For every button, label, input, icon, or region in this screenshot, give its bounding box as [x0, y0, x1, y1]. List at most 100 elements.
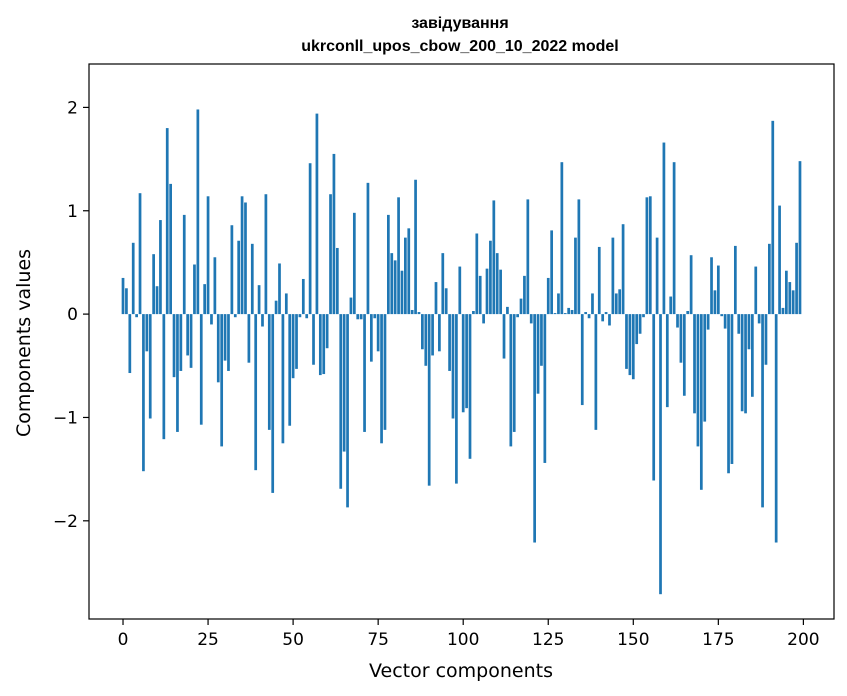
bar: [261, 314, 264, 327]
bar: [210, 314, 213, 325]
bar: [186, 314, 190, 356]
bar: [421, 314, 424, 350]
bar: [291, 314, 295, 379]
bar: [397, 197, 400, 315]
bar: [489, 240, 492, 315]
bar: [441, 253, 445, 315]
bar: [740, 314, 744, 412]
bar: [553, 313, 557, 315]
bar: [723, 314, 727, 329]
bar: [567, 307, 571, 315]
y-tick-label: 2: [67, 98, 78, 118]
x-axis-ticks: 0 25 50 75 100 125 150 175 200: [118, 619, 820, 650]
bar: [135, 314, 138, 318]
x-tick-label: 50: [282, 630, 304, 650]
bar: [455, 314, 458, 484]
x-tick-label: 125: [532, 630, 564, 650]
bar: [438, 314, 441, 352]
bar: [706, 314, 710, 330]
bar: [720, 314, 724, 317]
bar: [468, 314, 472, 459]
bar: [169, 183, 172, 315]
bar: [152, 254, 155, 315]
bar: [526, 199, 530, 315]
bar: [703, 314, 707, 422]
bar: [427, 314, 431, 486]
bar: [652, 314, 656, 481]
bar: [271, 314, 275, 493]
bar: [240, 196, 244, 315]
bar: [730, 314, 734, 464]
bar: [295, 314, 298, 369]
bar: [625, 314, 628, 369]
bar: [189, 314, 193, 368]
bar: [213, 257, 217, 315]
bar: [601, 314, 605, 322]
bar: [138, 193, 142, 315]
x-axis-label: Vector components: [369, 660, 553, 682]
bar: [461, 314, 465, 413]
bar: [591, 293, 594, 315]
bar: [482, 314, 485, 324]
bar: [305, 314, 309, 319]
bar: [223, 314, 227, 361]
bar: [278, 263, 281, 315]
bar: [727, 314, 730, 474]
bar: [125, 288, 128, 315]
bar: [346, 314, 349, 508]
bar: [431, 314, 434, 356]
bar: [145, 314, 149, 352]
bar: [499, 269, 502, 315]
bar: [795, 242, 798, 315]
bar: [648, 196, 652, 315]
bar: [366, 182, 370, 315]
bar: [172, 314, 176, 378]
bar: [492, 200, 496, 315]
bar: [635, 314, 639, 345]
bar: [604, 312, 608, 315]
bar: [716, 265, 720, 315]
bar: [682, 314, 686, 396]
bar: [339, 314, 343, 489]
bar: [519, 298, 523, 315]
bar: [284, 293, 288, 315]
bar: [689, 255, 693, 315]
bar: [400, 270, 404, 315]
bar: [478, 275, 482, 315]
bar: [778, 205, 781, 315]
bar: [781, 307, 785, 315]
bar: [665, 314, 669, 408]
x-tick-label: 0: [118, 630, 129, 650]
bar: [529, 314, 533, 324]
bar: [557, 293, 560, 315]
bar: [342, 314, 346, 452]
bar: [179, 314, 183, 371]
bar: [162, 314, 166, 440]
bar: [376, 314, 380, 352]
bars-group: [121, 109, 802, 595]
bar: [301, 278, 305, 315]
y-axis-label: Components values: [13, 249, 35, 437]
bar: [308, 163, 312, 315]
bar: [485, 268, 489, 315]
y-tick-label: −1: [53, 408, 78, 428]
bar: [335, 247, 339, 315]
bar: [645, 197, 649, 315]
bar: [523, 275, 526, 315]
bar: [390, 253, 394, 315]
bar: [417, 312, 421, 315]
bar: [148, 314, 152, 419]
bar: [672, 162, 676, 315]
bar: [407, 228, 411, 315]
x-tick-label: 150: [617, 630, 649, 650]
bar: [257, 285, 261, 315]
bar: [791, 290, 795, 315]
bar: [761, 314, 764, 508]
bar: [363, 314, 366, 432]
bar: [356, 314, 360, 320]
bar: [318, 314, 322, 376]
bar: [199, 314, 203, 425]
bar: [798, 161, 802, 315]
bar: [642, 314, 645, 318]
